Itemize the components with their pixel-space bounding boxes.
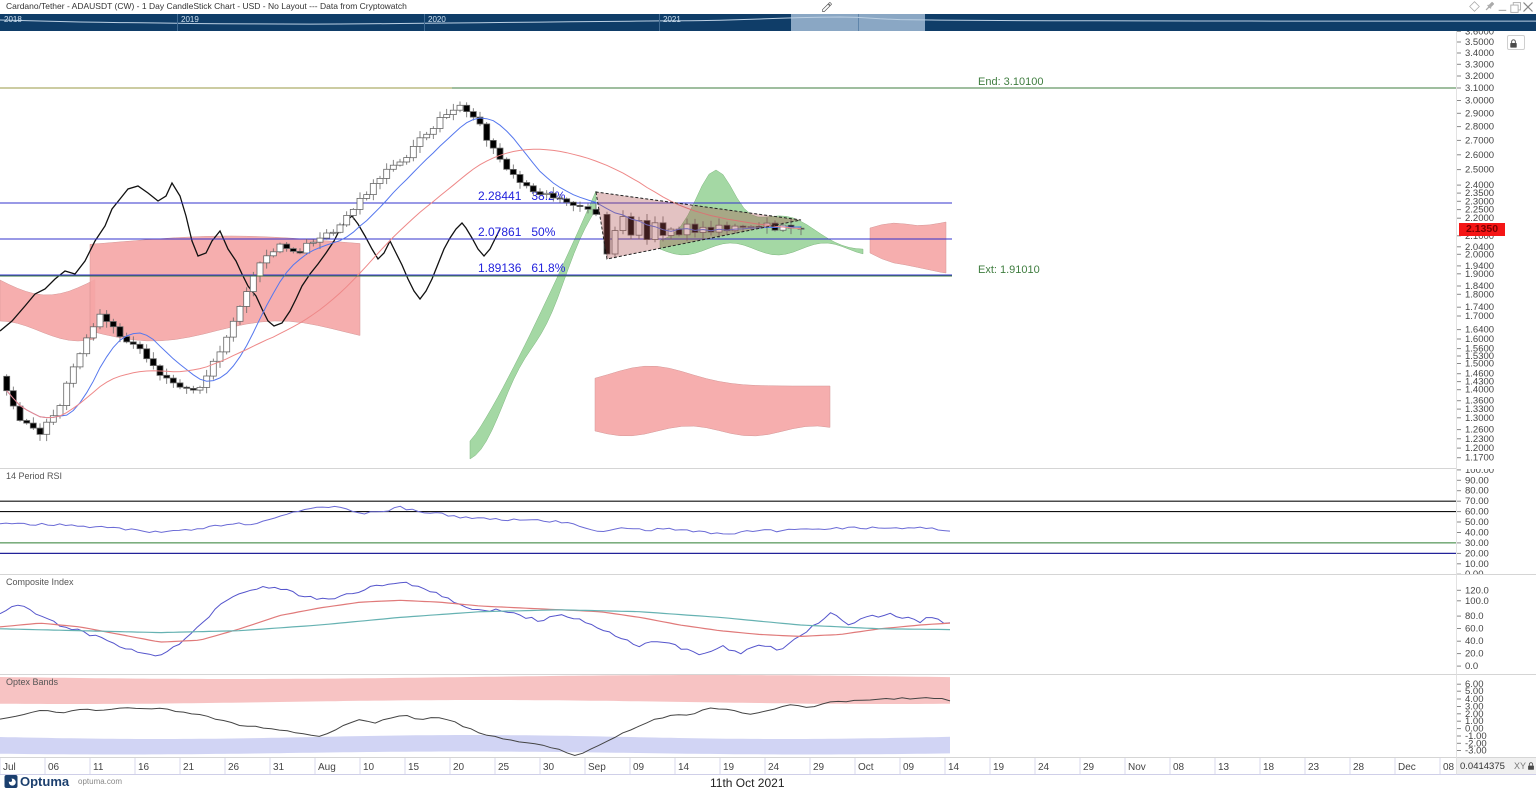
svg-text:-3.00: -3.00: [1465, 746, 1487, 757]
svg-text:60.00: 60.00: [1465, 507, 1489, 518]
svg-text:1.4000: 1.4000: [1465, 385, 1494, 396]
svg-text:1.1700: 1.1700: [1465, 453, 1494, 464]
svg-text:24: 24: [768, 762, 780, 773]
svg-text:3.1000: 3.1000: [1465, 83, 1494, 94]
svg-text:2.6000: 2.6000: [1465, 150, 1494, 161]
svg-text:2.07861 50%: 2.07861 50%: [478, 225, 556, 239]
svg-text:50.00: 50.00: [1465, 517, 1489, 528]
svg-text:26: 26: [228, 762, 240, 773]
svg-text:3.2000: 3.2000: [1465, 71, 1494, 82]
svg-text:14: 14: [948, 762, 960, 773]
svg-text:06: 06: [48, 762, 60, 773]
svg-text:2.9000: 2.9000: [1465, 108, 1494, 119]
svg-text:20: 20: [453, 762, 465, 773]
svg-text:20.0: 20.0: [1465, 649, 1484, 660]
svg-text:19: 19: [723, 762, 735, 773]
svg-text:23: 23: [1308, 762, 1320, 773]
svg-text:Jul: Jul: [3, 762, 16, 773]
svg-text:10: 10: [363, 762, 375, 773]
svg-text:40.00: 40.00: [1465, 528, 1489, 539]
svg-text:1.7000: 1.7000: [1465, 311, 1494, 322]
svg-text:13: 13: [1218, 762, 1230, 773]
svg-text:2.7000: 2.7000: [1465, 135, 1494, 146]
svg-text:80.00: 80.00: [1465, 486, 1489, 497]
svg-text:Oct: Oct: [858, 762, 874, 773]
svg-text:Nov: Nov: [1128, 762, 1146, 773]
svg-text:09: 09: [633, 762, 645, 773]
svg-text:40.0: 40.0: [1465, 636, 1484, 647]
svg-text:60.0: 60.0: [1465, 624, 1484, 635]
svg-text:1.3000: 1.3000: [1465, 413, 1494, 424]
svg-text:10.00: 10.00: [1465, 559, 1489, 570]
svg-text:2.0000: 2.0000: [1465, 249, 1494, 260]
svg-text:Sep: Sep: [588, 762, 606, 773]
svg-text:18: 18: [1263, 762, 1275, 773]
svg-text:End: 3.10100: End: 3.10100: [978, 76, 1043, 88]
svg-text:21: 21: [183, 762, 195, 773]
svg-text:19: 19: [993, 762, 1005, 773]
svg-text:20.00: 20.00: [1465, 548, 1489, 559]
svg-text:Dec: Dec: [1398, 762, 1416, 773]
svg-text:2.8000: 2.8000: [1465, 122, 1494, 133]
svg-text:80.0: 80.0: [1465, 611, 1484, 622]
svg-text:25: 25: [498, 762, 510, 773]
svg-text:09: 09: [903, 762, 915, 773]
svg-text:3.0000: 3.0000: [1465, 96, 1494, 107]
svg-text:2.5000: 2.5000: [1465, 165, 1494, 176]
svg-text:14: 14: [678, 762, 690, 773]
svg-text:16: 16: [138, 762, 150, 773]
svg-text:3.5000: 3.5000: [1465, 37, 1494, 48]
svg-text:0.0: 0.0: [1465, 661, 1478, 672]
svg-text:24: 24: [1038, 762, 1050, 773]
svg-text:1.8000: 1.8000: [1465, 289, 1494, 300]
svg-text:08: 08: [1173, 762, 1185, 773]
svg-text:100.0: 100.0: [1465, 596, 1489, 607]
svg-text:28: 28: [1353, 762, 1365, 773]
svg-text:3.4000: 3.4000: [1465, 48, 1494, 59]
svg-text:08: 08: [1443, 762, 1455, 773]
svg-text:Ext: 1.91010: Ext: 1.91010: [978, 264, 1040, 276]
svg-text:70.00: 70.00: [1465, 496, 1489, 507]
svg-text:1.9000: 1.9000: [1465, 269, 1494, 280]
svg-text:30.00: 30.00: [1465, 538, 1489, 549]
svg-text:3.3000: 3.3000: [1465, 59, 1494, 70]
svg-text:30: 30: [543, 762, 555, 773]
svg-text:31: 31: [273, 762, 285, 773]
svg-text:1.89136 61.8%: 1.89136 61.8%: [478, 261, 566, 275]
svg-text:15: 15: [408, 762, 420, 773]
svg-text:90.00: 90.00: [1465, 475, 1489, 486]
svg-text:120.0: 120.0: [1465, 585, 1489, 596]
svg-text:29: 29: [813, 762, 825, 773]
svg-text:11: 11: [93, 762, 104, 773]
svg-text:29: 29: [1083, 762, 1095, 773]
svg-text:Aug: Aug: [318, 762, 336, 773]
